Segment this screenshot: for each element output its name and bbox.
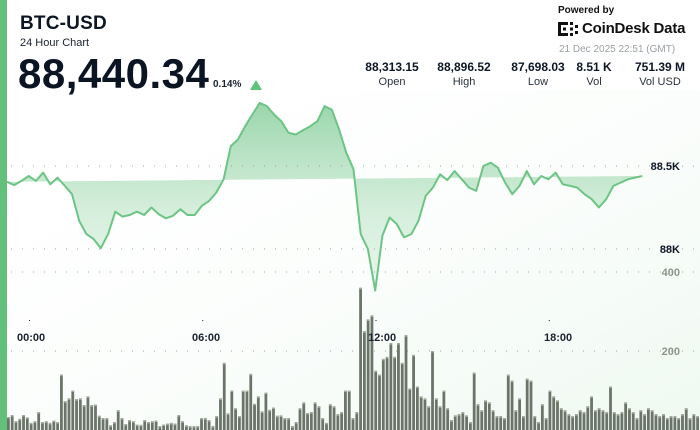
- stat-value: 751.39 M: [634, 60, 686, 74]
- stat-vol-usd: 751.39 M Vol USD: [620, 60, 700, 88]
- stat-value: 8.51 K: [576, 60, 612, 74]
- stat-label: High: [452, 76, 476, 88]
- vol-tick-200: 200: [662, 346, 680, 358]
- stat-value: 88,313.15: [365, 60, 419, 74]
- price-area: [7, 90, 700, 430]
- vol-tick-400: 400: [662, 267, 680, 279]
- timestamp: 21 Dec 2025 22:51 (GMT): [559, 44, 676, 55]
- stat-vol: 8.51 K Vol: [554, 60, 634, 88]
- x-tick: 06:00: [192, 332, 220, 344]
- brand-logo[interactable]: CoinDesk Data: [557, 20, 685, 37]
- x-tick: 18:00: [544, 332, 572, 344]
- stat-label: Vol USD: [639, 76, 681, 88]
- price-line: [6, 101, 643, 292]
- chart-subtitle: 24 Hour Chart: [20, 37, 90, 49]
- stat-label: Open: [378, 76, 406, 88]
- y-tick-88k: 88K: [660, 244, 680, 256]
- stat-low: 87,698.03 Low: [498, 60, 578, 88]
- coindesk-logo-icon: [558, 21, 578, 36]
- powered-by-label: Powered by: [558, 5, 615, 16]
- symbol-title: BTC-USD: [20, 13, 107, 34]
- stat-label: Vol: [586, 76, 602, 88]
- stat-open: 88,313.15 Open: [352, 60, 432, 88]
- current-price: 88,440.34: [18, 50, 210, 97]
- stat-label: Low: [527, 76, 549, 88]
- y-tick-88-5k: 88.5K: [651, 161, 680, 173]
- gridlines: [11, 165, 700, 352]
- price-change: 0.14%: [213, 79, 242, 90]
- x-tick: 00:00: [17, 332, 45, 344]
- up-arrow-icon: [250, 80, 262, 90]
- volume-bars: [7, 287, 699, 430]
- brand-name: CoinDesk Data: [582, 20, 686, 37]
- stat-value: 87,698.03: [511, 60, 565, 74]
- accent-bar: [0, 0, 7, 430]
- x-tick: 12:00: [368, 332, 396, 344]
- stat-value: 88,896.52: [437, 60, 491, 74]
- stat-high: 88,896.52 High: [424, 60, 504, 88]
- axis-labels: 88.5K 88K 400 200 00:00 06:00 12:00 18:00: [17, 161, 680, 358]
